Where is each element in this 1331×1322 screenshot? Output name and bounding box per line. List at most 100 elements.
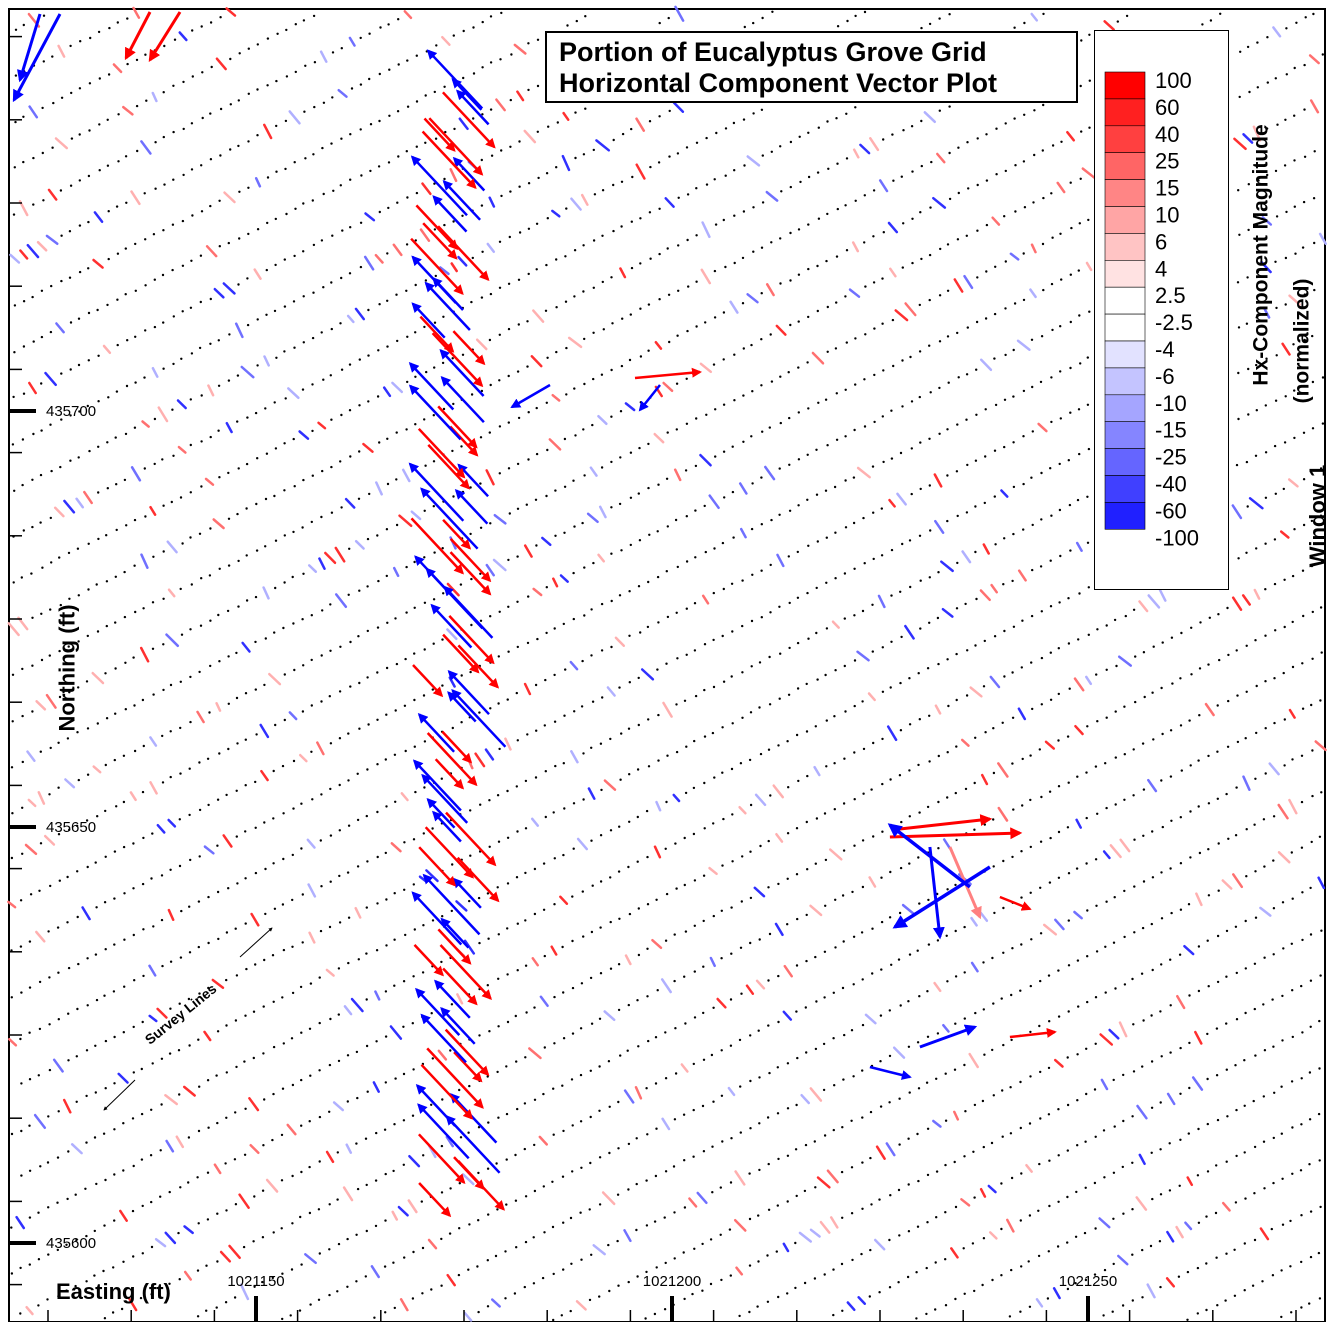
survey-point bbox=[721, 634, 724, 638]
survey-point-vector bbox=[816, 1176, 831, 1189]
survey-point bbox=[861, 1023, 865, 1027]
survey-point bbox=[227, 241, 230, 245]
survey-point bbox=[803, 1281, 807, 1285]
survey-point bbox=[869, 1110, 873, 1114]
survey-point bbox=[442, 407, 446, 411]
survey-point bbox=[88, 82, 92, 85]
survey-point-vector bbox=[250, 912, 260, 927]
survey-point bbox=[388, 114, 391, 118]
survey-point bbox=[405, 243, 409, 246]
strong-vector-red bbox=[124, 11, 152, 61]
survey-point bbox=[461, 353, 465, 356]
survey-point bbox=[39, 842, 43, 845]
survey-point bbox=[946, 658, 949, 661]
survey-point-vector bbox=[869, 137, 880, 152]
strong-vector-blue bbox=[420, 1013, 467, 1064]
survey-point bbox=[807, 267, 810, 271]
survey-point bbox=[161, 964, 164, 968]
survey-point bbox=[452, 495, 455, 498]
survey-point bbox=[984, 408, 987, 411]
survey-point bbox=[684, 791, 688, 795]
survey-point bbox=[124, 155, 128, 158]
survey-point bbox=[552, 1087, 555, 1090]
survey-point bbox=[367, 723, 370, 726]
survey-point-vector bbox=[734, 1170, 746, 1186]
survey-point bbox=[272, 1000, 275, 1003]
survey-point-vector bbox=[1025, 1163, 1033, 1173]
survey-point bbox=[771, 10, 774, 13]
survey-point-vector bbox=[1259, 906, 1272, 917]
survey-point bbox=[1197, 1127, 1200, 1131]
survey-point bbox=[1170, 636, 1174, 639]
survey-point bbox=[992, 818, 995, 821]
survey-point-vector bbox=[325, 1150, 335, 1164]
survey-point bbox=[1047, 1113, 1051, 1116]
survey-point bbox=[1321, 422, 1325, 425]
survey-point bbox=[580, 705, 584, 708]
survey-point bbox=[758, 1168, 761, 1172]
survey-point bbox=[953, 1160, 956, 1164]
survey-point bbox=[516, 1107, 519, 1111]
survey-point bbox=[218, 567, 221, 570]
survey-point bbox=[1031, 568, 1034, 572]
survey-point-vector bbox=[775, 324, 787, 336]
survey-point bbox=[108, 26, 111, 30]
survey-point-vector bbox=[43, 834, 56, 846]
survey-point bbox=[1022, 298, 1026, 302]
survey-point bbox=[37, 1211, 40, 1214]
legend-level-label: -100 bbox=[1155, 525, 1199, 550]
survey-point bbox=[863, 562, 866, 565]
survey-point bbox=[655, 898, 658, 901]
survey-point bbox=[161, 734, 164, 738]
survey-point bbox=[553, 673, 556, 677]
survey-point bbox=[917, 763, 920, 767]
survey-point bbox=[911, 217, 914, 220]
survey-point bbox=[169, 730, 172, 733]
survey-point bbox=[1002, 583, 1005, 586]
survey-point bbox=[479, 436, 483, 439]
survey-point bbox=[364, 1275, 367, 1278]
survey-point bbox=[328, 1248, 331, 1251]
survey-point bbox=[308, 1211, 312, 1215]
survey-point bbox=[430, 1288, 433, 1291]
survey-point bbox=[265, 313, 268, 316]
survey-point bbox=[84, 1187, 87, 1191]
survey-point-vector bbox=[149, 781, 158, 795]
survey-point bbox=[571, 1170, 574, 1173]
survey-point bbox=[104, 1087, 107, 1090]
survey-point bbox=[377, 579, 380, 583]
survey-point bbox=[833, 1084, 836, 1087]
survey-point bbox=[1319, 514, 1323, 517]
survey-point bbox=[56, 1201, 59, 1204]
survey-point bbox=[378, 119, 381, 123]
survey-point bbox=[739, 946, 743, 949]
survey-point bbox=[991, 1048, 994, 1052]
survey-point bbox=[685, 422, 689, 425]
survey-point bbox=[1114, 987, 1117, 990]
survey-point bbox=[1301, 662, 1304, 665]
survey-point bbox=[152, 233, 156, 236]
survey-point bbox=[658, 207, 661, 210]
survey-point bbox=[1041, 149, 1045, 152]
survey-point bbox=[1215, 1164, 1218, 1167]
survey-point bbox=[609, 920, 612, 924]
survey-point bbox=[1283, 625, 1286, 629]
survey-point bbox=[1253, 962, 1257, 965]
survey-point-vector bbox=[456, 993, 464, 1005]
survey-point-vector bbox=[448, 676, 456, 688]
survey-point bbox=[851, 890, 854, 894]
survey-point-vector bbox=[597, 553, 606, 563]
x-tick-label: 1021200 bbox=[643, 1273, 701, 1290]
survey-point bbox=[308, 1120, 311, 1123]
survey-point bbox=[861, 609, 865, 613]
survey-point-vector bbox=[856, 466, 871, 479]
survey-point bbox=[1303, 108, 1306, 111]
survey-point bbox=[28, 986, 32, 989]
survey-point bbox=[581, 890, 584, 893]
survey-point bbox=[1023, 206, 1027, 209]
survey-point bbox=[441, 915, 444, 918]
survey-point bbox=[209, 112, 212, 115]
survey-point bbox=[367, 354, 370, 357]
survey-point bbox=[1207, 802, 1211, 805]
survey-point bbox=[104, 948, 107, 951]
